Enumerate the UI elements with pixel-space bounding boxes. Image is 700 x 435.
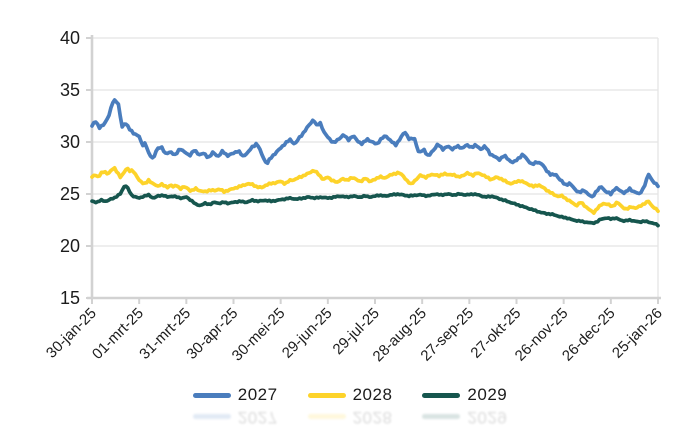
legend-swatch-2029 [422, 414, 461, 420]
legend-label-2029: 2029 [467, 408, 508, 427]
x-tick-label: 25-jan-26 [609, 305, 666, 362]
legend-label-2028: 2028 [352, 385, 393, 404]
legend-swatch-2028 [307, 392, 346, 398]
y-tick-label: 25 [60, 184, 80, 204]
legend-label-2027: 2027 [237, 408, 278, 427]
legend-swatch-2028 [307, 414, 346, 420]
legend-item-2029: 2029 [422, 385, 507, 405]
legend-swatch-2027 [192, 392, 231, 398]
y-tick-label: 35 [60, 80, 80, 100]
x-tick-label: 29-jun-25 [279, 305, 336, 362]
legend-swatch-2027 [192, 414, 231, 420]
series-line-2027 [90, 98, 660, 199]
legend-label-2028: 2028 [352, 408, 393, 427]
y-tick-label: 15 [60, 288, 80, 308]
legend-label-2027: 2027 [237, 385, 278, 404]
legend-item-2028: 2028 [307, 407, 393, 427]
legend-label-2029: 2029 [467, 385, 508, 404]
y-tick-label: 40 [60, 28, 80, 48]
legend-item-2029: 2029 [422, 407, 507, 427]
legend-item-2027: 2027 [192, 385, 278, 405]
legend-reflection: 2027 2028 2029 [0, 407, 700, 427]
legend-item-2028: 2028 [307, 385, 393, 405]
chart-legend: 2027 2028 2029 [0, 385, 700, 405]
series-line-2029 [90, 184, 660, 228]
legend-item-2027: 2027 [192, 407, 278, 427]
y-tick-label: 30 [60, 132, 80, 152]
legend-swatch-2029 [422, 392, 461, 398]
series-line-2028 [90, 165, 660, 215]
y-tick-label: 20 [60, 236, 80, 256]
